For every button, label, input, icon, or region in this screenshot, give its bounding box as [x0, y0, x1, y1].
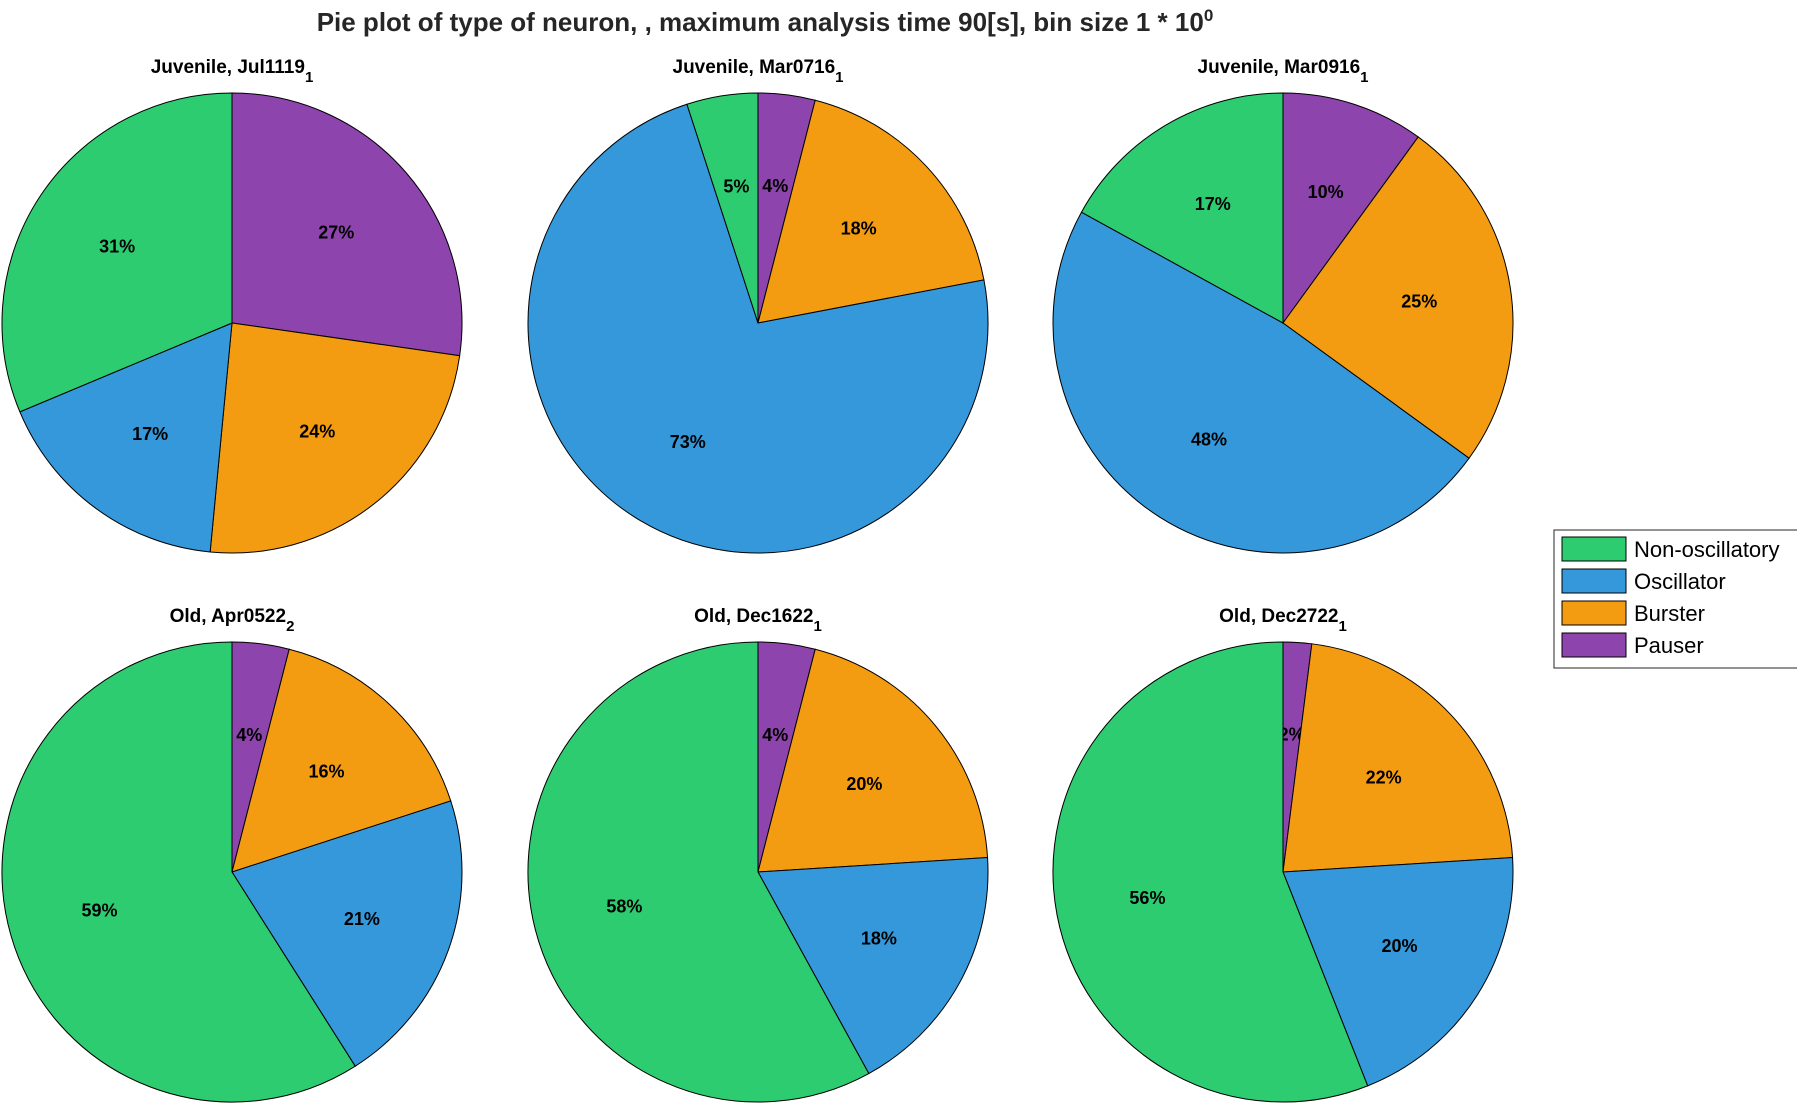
pie-slice-label: 20%	[846, 774, 882, 794]
pie-slice-non-oscillatory	[1, 92, 233, 413]
pie-slice-label: 73%	[670, 432, 706, 452]
pie-slice-label: 22%	[1366, 768, 1402, 788]
pie-title-subscript: 1	[1339, 618, 1347, 635]
figure-title-superscript: 0	[1204, 6, 1213, 25]
pie-slice-label: 24%	[299, 421, 335, 441]
legend-swatch-pauser	[1561, 632, 1627, 658]
pie-slice-label: 4%	[236, 725, 262, 745]
pie-5: Old, Dec16221 4% 20% 18% 58%	[527, 606, 989, 1103]
pie-slice-oscillator	[231, 800, 463, 1067]
pie-slice-non-oscillatory	[1, 641, 356, 1103]
pie-title-subscript: 1	[305, 69, 313, 86]
pie-6: Old, Dec27221 2% 22% 20% 56%	[1052, 606, 1514, 1103]
pie-slice-label: 4%	[762, 725, 788, 745]
pie-slice-label: 21%	[344, 909, 380, 929]
legend-label-pauser: Pauser	[1634, 633, 1704, 658]
pie-slice-non-oscillatory	[527, 641, 870, 1103]
pie-slice-label: 20%	[1382, 936, 1418, 956]
pie-title: Juvenile, Jul11191	[151, 57, 314, 86]
pie-slice-burster	[231, 648, 452, 873]
legend-label-oscillator: Oscillator	[1634, 569, 1726, 594]
figure-title: Pie plot of type of neuron, , maximum an…	[317, 6, 1214, 37]
pie-slice-burster	[757, 99, 985, 324]
pie-slice-label: 27%	[318, 223, 354, 243]
pie-title-text: Juvenile, Jul1119	[151, 57, 305, 78]
pie-slice-oscillator	[527, 103, 989, 554]
pie-slice-burster	[1282, 136, 1514, 459]
pie-slice-burster	[209, 322, 461, 554]
pie-grid: Juvenile, Jul1119127%24%17%31%Juvenile, …	[1, 57, 1514, 1103]
pie-slice-label: 18%	[861, 928, 897, 948]
pie-slice-oscillator	[757, 857, 989, 1075]
pie-slice-label: 17%	[1195, 194, 1231, 214]
pie-slice-oscillator	[19, 322, 233, 553]
pie-slice-label: 31%	[99, 237, 135, 257]
pie-slice-non-oscillatory	[1080, 92, 1284, 324]
legend-label-non-oscillatory: Non-oscillatory	[1634, 537, 1780, 562]
legend-swatch-non-oscillatory	[1561, 536, 1627, 562]
pie-title-subscript: 1	[1360, 69, 1368, 86]
pie-slice-non-oscillatory	[686, 92, 759, 324]
pie-slice-label: 59%	[81, 901, 117, 921]
legend-swatch-oscillator	[1561, 568, 1627, 594]
pie-slice-label: 25%	[1401, 291, 1437, 311]
pie-title-subscript: 1	[814, 618, 822, 635]
pie-title: Juvenile, Mar07161	[673, 57, 844, 86]
pie-title-text: Old, Dec2722	[1219, 606, 1338, 627]
pie-title: Old, Dec16221	[694, 606, 822, 635]
figure-title-text: Pie plot of type of neuron, , maximum an…	[317, 7, 1204, 37]
pie-slice-pauser	[231, 92, 463, 357]
pie-title: Juvenile, Mar09161	[1198, 57, 1369, 86]
pie-slice-label: 18%	[841, 219, 877, 239]
pie-slice-pauser	[1282, 92, 1419, 325]
pie-slice-oscillator	[1282, 857, 1514, 1087]
pie-slice-label: 10%	[1308, 182, 1344, 202]
pie-slice-label: 4%	[762, 176, 788, 196]
pie-slice-non-oscillatory	[1052, 641, 1369, 1103]
pie-slice-label: 16%	[308, 761, 344, 781]
legend-label-burster: Burster	[1634, 601, 1705, 626]
pie-title: Old, Apr05222	[170, 606, 295, 635]
pie-slice-burster	[757, 648, 989, 873]
pie-3: Juvenile, Mar09161 10% 25% 48% 17%	[1052, 57, 1514, 554]
pie-slice-label: 58%	[606, 896, 642, 916]
pie-slice-label: 2%	[1279, 724, 1305, 744]
pie-slice-label: 56%	[1129, 888, 1165, 908]
pie-title-text: Juvenile, Mar0916	[1198, 57, 1361, 78]
pie-title-text: Old, Dec1622	[694, 606, 813, 627]
pie-title-text: Juvenile, Mar0716	[673, 57, 836, 78]
pie-slice-label: 5%	[723, 177, 749, 197]
pie-title-subscript: 2	[286, 618, 294, 635]
pie-1: Juvenile, Jul11191 27% 24% 17% 31%	[1, 57, 463, 554]
legend: Non-oscillatory Oscillator Burster Pauser	[1553, 529, 1797, 669]
pie-4: Old, Apr05222 4% 16% 21% 59%	[1, 606, 463, 1103]
pie-title: Old, Dec27221	[1219, 606, 1347, 635]
pie-2: Juvenile, Mar07161 4% 18% 73% 5%	[527, 57, 989, 554]
pie-slice-burster	[1282, 643, 1514, 873]
legend-swatch-burster	[1561, 600, 1627, 626]
pie-title-text: Old, Apr0522	[170, 606, 287, 627]
pie-slice-oscillator	[1052, 211, 1470, 554]
pie-slice-label: 48%	[1191, 430, 1227, 450]
pie-slice-label: 17%	[132, 424, 168, 444]
pie-title-subscript: 1	[835, 69, 843, 86]
